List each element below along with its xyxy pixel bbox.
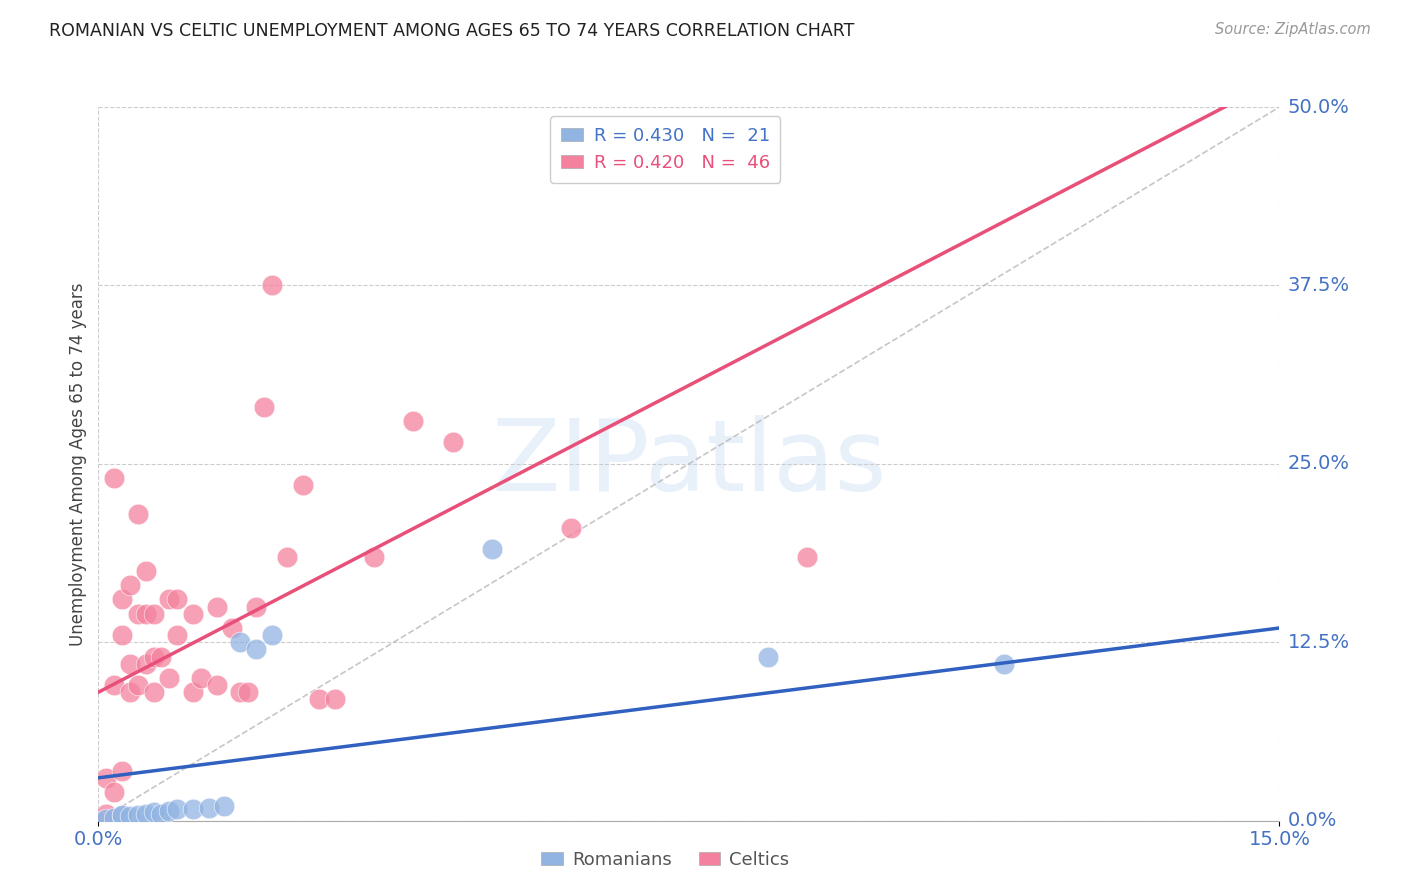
Point [245, 642, 267, 657]
Point [118, 578, 141, 592]
Point [181, 802, 204, 816]
Point [166, 592, 188, 607]
Point [96, 812, 118, 826]
Point [127, 678, 149, 692]
Point [205, 599, 228, 614]
Point [111, 764, 134, 778]
Point [142, 649, 165, 664]
Point [560, 521, 582, 535]
Point [87, 814, 110, 828]
Point [229, 635, 252, 649]
Point [197, 801, 219, 815]
Point [190, 671, 212, 685]
Point [402, 414, 425, 428]
Point [260, 628, 283, 642]
Point [118, 685, 141, 699]
Point [166, 628, 188, 642]
Text: 25.0%: 25.0% [1288, 454, 1350, 474]
Text: Source: ZipAtlas.com: Source: ZipAtlas.com [1215, 22, 1371, 37]
Point [796, 549, 818, 564]
Point [157, 804, 180, 818]
Point [150, 806, 173, 821]
Point [181, 607, 204, 621]
Point [142, 607, 165, 621]
Point [221, 621, 243, 635]
Point [236, 685, 259, 699]
Point [214, 799, 236, 814]
Point [993, 657, 1015, 671]
Point [157, 592, 180, 607]
Point [363, 549, 385, 564]
Point [111, 809, 134, 823]
Text: ROMANIAN VS CELTIC UNEMPLOYMENT AMONG AGES 65 TO 74 YEARS CORRELATION CHART: ROMANIAN VS CELTIC UNEMPLOYMENT AMONG AG… [49, 22, 855, 40]
Point [253, 400, 276, 414]
Text: 37.5%: 37.5% [1288, 276, 1350, 295]
Point [441, 435, 464, 450]
Point [111, 592, 134, 607]
Point [111, 628, 134, 642]
Point [481, 542, 503, 557]
Point [118, 809, 141, 823]
Point [103, 811, 125, 825]
Point [103, 471, 125, 485]
Y-axis label: Unemployment Among Ages 65 to 74 years: Unemployment Among Ages 65 to 74 years [69, 282, 87, 646]
Point [245, 599, 267, 614]
Text: ZIPatlas: ZIPatlas [491, 416, 887, 512]
Point [87, 814, 110, 828]
Point [229, 685, 252, 699]
Point [96, 806, 118, 821]
Text: 0.0%: 0.0% [1288, 811, 1337, 830]
Point [157, 671, 180, 685]
Point [308, 692, 330, 706]
Point [127, 507, 149, 521]
Point [142, 805, 165, 819]
Point [135, 657, 157, 671]
Point [260, 278, 283, 293]
Point [96, 771, 118, 785]
Point [127, 808, 149, 822]
Legend: Romanians, Celtics: Romanians, Celtics [534, 844, 797, 876]
Point [323, 692, 346, 706]
Point [127, 607, 149, 621]
Point [118, 657, 141, 671]
Point [756, 649, 779, 664]
Text: 12.5%: 12.5% [1288, 632, 1350, 652]
Point [135, 607, 157, 621]
Point [103, 785, 125, 799]
Point [142, 685, 165, 699]
Point [276, 549, 298, 564]
Point [103, 678, 125, 692]
Point [111, 808, 134, 822]
Text: 50.0%: 50.0% [1288, 97, 1350, 117]
Point [135, 564, 157, 578]
Point [292, 478, 315, 492]
Point [205, 678, 228, 692]
Point [135, 806, 157, 821]
Point [150, 649, 173, 664]
Point [166, 802, 188, 816]
Point [181, 685, 204, 699]
